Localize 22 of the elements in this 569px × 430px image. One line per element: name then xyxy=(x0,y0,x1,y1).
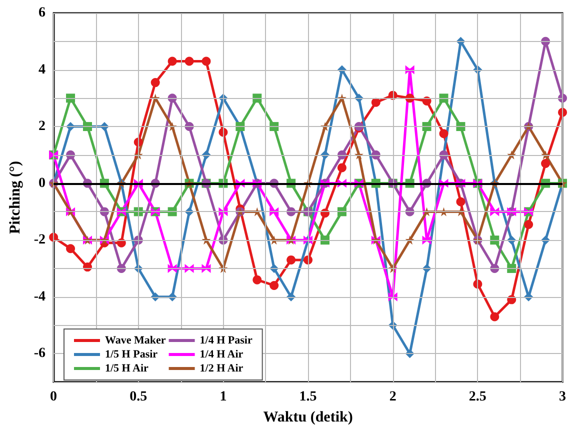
legend-label: 1/5 H Pasir xyxy=(105,348,158,360)
y-tick-label: 6 xyxy=(38,6,46,20)
x-tick-label: 1 xyxy=(220,390,227,404)
x-tick-label: 3 xyxy=(559,390,566,404)
y-tick-label: 0 xyxy=(38,176,46,191)
x-axis-title: Waktu (detik) xyxy=(263,410,353,426)
y-tick-label: 2 xyxy=(38,119,46,134)
x-tick-label: 0.5 xyxy=(130,390,148,404)
legend-label: 1/5 H Air xyxy=(105,362,149,374)
y-axis-title: Pitching (°) xyxy=(8,160,24,234)
legend-label: Wave Maker xyxy=(105,334,166,346)
y-tick-label: -6 xyxy=(34,346,46,362)
legend-label: 1/4 H Pasir xyxy=(200,334,252,346)
x-tick-label: 0 xyxy=(50,390,58,404)
x-tick-label: 2 xyxy=(389,390,396,404)
y-tick-label: -2 xyxy=(34,232,46,248)
x-tick-label: 2.5 xyxy=(468,390,486,404)
legend-label: 1/4 H Air xyxy=(200,348,244,360)
legend-label: 1/2 H Air xyxy=(200,362,244,374)
x-tick-label: 1.5 xyxy=(299,390,317,404)
y-tick-label: -4 xyxy=(34,289,46,304)
y-tick-label: 4 xyxy=(38,62,46,78)
